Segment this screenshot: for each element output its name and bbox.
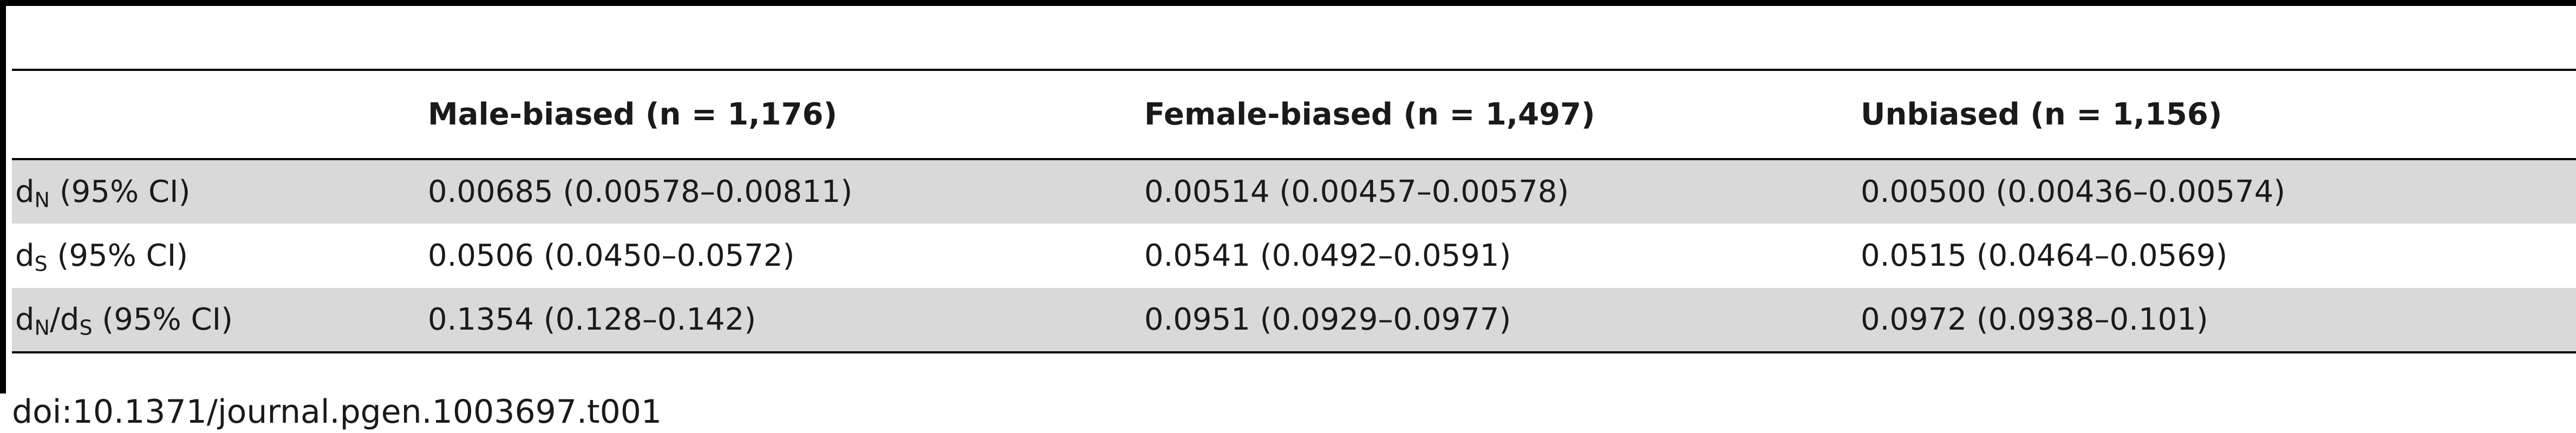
row-label-ds: dS (95% CI) xyxy=(12,224,425,288)
row-label-dn: dN (95% CI) xyxy=(12,159,425,224)
row-label-dn-ds: dN/dS (95% CI) xyxy=(12,288,425,353)
cell-value: 0.0951 (0.0929–0.0977) xyxy=(1141,288,1857,353)
label-main: d xyxy=(15,238,35,273)
label-subscript: N xyxy=(34,316,50,340)
header-row: Male-biased (n = 1,176) Female-biased (n… xyxy=(12,69,2576,160)
cell-value: 0.00685 (0.00578–0.00811) xyxy=(425,159,1141,224)
cell-value: 0.0515 (0.0464–0.0569) xyxy=(1861,238,2228,273)
data-table: Male-biased (n = 1,176) Female-biased (n… xyxy=(12,69,2576,353)
data-table-container: Male-biased (n = 1,176) Female-biased (n… xyxy=(12,69,2576,353)
table-body: dN (95% CI) 0.00685 (0.00578–0.00811) 0.… xyxy=(12,159,2576,353)
doi-citation: doi:10.1371/journal.pgen.1003697.t001 xyxy=(12,393,662,431)
table-row: dN/dS (95% CI) 0.1354 (0.128–0.142) 0.09… xyxy=(12,288,2576,353)
cell-value: 0.0506 (0.0450–0.0572) xyxy=(428,238,795,273)
cell-value: 0.00514 (0.00457–0.00578) xyxy=(1141,159,1857,224)
label-mid: /d xyxy=(50,302,80,337)
header-female-biased: Female-biased (n = 1,497) xyxy=(1141,69,1857,160)
table-row: dN (95% CI) 0.00685 (0.00578–0.00811) 0.… xyxy=(12,159,2576,224)
label-rest: (95% CI) xyxy=(92,302,233,337)
cell-value: 0.0541 (0.0492–0.0591) xyxy=(1144,238,1511,273)
label-main: d xyxy=(15,302,35,337)
header-unbiased: Unbiased (n = 1,156) xyxy=(1857,69,2576,160)
label-subscript: S xyxy=(34,252,48,276)
label-rest: (95% CI) xyxy=(50,174,191,209)
label-main: d xyxy=(15,174,35,209)
label-subscript-2: S xyxy=(79,316,93,340)
label-subscript: N xyxy=(34,188,50,212)
table-row: dS (95% CI) 0.0506 (0.0450–0.0572) 0.054… xyxy=(12,224,2576,288)
cell-value: 0.00500 (0.00436–0.00574) xyxy=(1857,159,2576,224)
header-male-biased: Male-biased (n = 1,176) xyxy=(425,69,1141,160)
cell-value: 0.1354 (0.128–0.142) xyxy=(425,288,1141,353)
header-empty xyxy=(12,69,425,160)
label-rest: (95% CI) xyxy=(47,238,188,273)
left-rule xyxy=(0,0,6,393)
top-rule xyxy=(0,0,2576,6)
table-header: Male-biased (n = 1,176) Female-biased (n… xyxy=(12,69,2576,160)
cell-value: 0.0972 (0.0938–0.101) xyxy=(1857,288,2576,353)
